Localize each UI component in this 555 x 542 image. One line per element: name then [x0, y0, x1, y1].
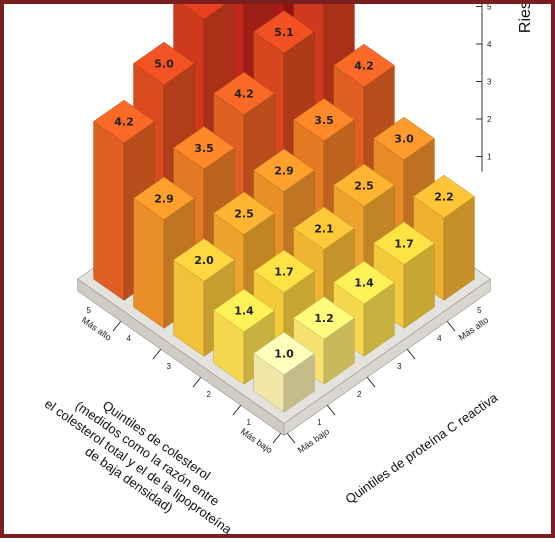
bar-value-label: 1.4 — [234, 305, 254, 318]
floor-edge-right — [283, 278, 491, 437]
x-tick-label: 1 — [246, 418, 251, 427]
bar-face-top — [373, 221, 435, 265]
bar-face-top — [181, 4, 227, 20]
bar-chol1-crp1: 1.0 — [253, 331, 315, 413]
z-axis-title: Quintiles de proteína C reactiva — [343, 390, 501, 507]
bar-value-label: 2.1 — [314, 222, 334, 235]
bar-value-label: 4.2 — [114, 116, 134, 129]
z-tick-label: 5 — [477, 306, 482, 315]
y-tick-label: 2 — [487, 115, 492, 124]
x-axis-tick — [192, 376, 202, 388]
z-tick-label: 1 — [317, 418, 322, 427]
y-tick-label: 3 — [487, 78, 492, 87]
bar-value-label: 5.1 — [274, 26, 294, 39]
bar-face-top — [93, 99, 155, 144]
z-axis-tick — [326, 404, 336, 416]
bar-value-label: 6.0 — [194, 4, 214, 5]
x-axis-tick — [272, 432, 282, 444]
bar-face-top — [133, 41, 195, 86]
z-axis-tick — [406, 348, 416, 360]
bar-value-label: 1.4 — [354, 277, 374, 290]
bar-face-top — [333, 43, 395, 88]
bar-face-top — [253, 331, 315, 376]
bar-value-label: 4.2 — [234, 88, 254, 101]
z-axis-tick — [446, 320, 456, 332]
y-axis-title: Riesgo relativo — [517, 4, 534, 33]
bar-value-label: 3.5 — [194, 142, 214, 155]
bar-value-label: 1.0 — [274, 348, 294, 361]
z-tick-label: 4 — [437, 334, 442, 343]
bar-face-top — [133, 176, 195, 220]
x-axis-high-label: Más alto — [80, 315, 114, 343]
x-tick-label: 4 — [126, 334, 131, 343]
bar-face-top — [253, 148, 315, 192]
x-tick-label: 2 — [206, 390, 211, 399]
z-axis-low-label: Más bajo — [296, 426, 332, 455]
x-axis-tick — [112, 320, 122, 332]
bar-face-top — [413, 174, 475, 219]
bar-chol3-crp1: 2.0 — [173, 238, 235, 357]
bar-face-top — [253, 249, 315, 293]
x-tick-label: 5 — [86, 306, 91, 315]
relative-risk-3d-bar-chart: 8.76.07.24.25.16.03.03.54.25.02.22.52.93… — [33, 4, 534, 542]
bar-face-top — [213, 288, 275, 333]
bar-value-label: 2.5 — [354, 179, 374, 192]
y-tick-label: 4 — [487, 40, 492, 49]
z-axis-tick — [286, 432, 296, 444]
bar-value-label: 2.5 — [234, 207, 254, 220]
z-axis-high-label: Más alto — [457, 315, 491, 343]
bar-value-label: 4.2 — [354, 60, 374, 73]
bar-face-left — [133, 197, 165, 329]
bar-face-top — [253, 10, 315, 54]
bar-value-label: 2.2 — [434, 191, 454, 204]
bars-group: 8.76.07.24.25.16.03.03.54.25.02.22.52.93… — [93, 4, 475, 413]
bar-value-label: 2.0 — [194, 254, 214, 267]
bar-face-top — [333, 163, 395, 207]
y-tick-label: 1 — [487, 153, 492, 162]
z-tick-label: 2 — [357, 390, 362, 399]
x-axis-title: Quintiles de colesterol(medidos como la … — [33, 370, 254, 542]
x-axis-low-label: Más bajo — [239, 426, 275, 455]
bar-value-label: 1.7 — [394, 237, 414, 250]
bar-face-top — [333, 260, 395, 305]
x-axis-tick — [152, 348, 162, 360]
bar-face-top — [213, 191, 275, 235]
bar-face-top — [173, 126, 235, 170]
bar-face-top — [293, 206, 355, 250]
x-tick-label: 3 — [166, 362, 171, 371]
z-tick-label: 3 — [397, 362, 402, 371]
z-axis-tick — [366, 376, 376, 388]
bar-face-top — [213, 71, 275, 116]
bar-value-label: 2.9 — [274, 164, 294, 177]
bar-face-top — [293, 98, 355, 142]
bar-value-label: 1.2 — [314, 312, 334, 325]
bar-face-top — [173, 238, 235, 282]
bar-value-label: 3.5 — [314, 114, 334, 127]
bar-value-label: 2.9 — [154, 192, 174, 205]
bar-face-left — [93, 121, 125, 301]
bar-face-top — [373, 116, 435, 161]
bar-face-top — [293, 296, 355, 340]
bar-chol2-crp1: 1.4 — [213, 288, 275, 385]
bar-value-label: 1.7 — [274, 265, 294, 278]
bar-value-label: 5.0 — [154, 58, 174, 71]
x-axis-tick — [232, 404, 242, 416]
y-tick-label: 5 — [487, 4, 492, 12]
bar-value-label: 3.0 — [394, 133, 414, 146]
